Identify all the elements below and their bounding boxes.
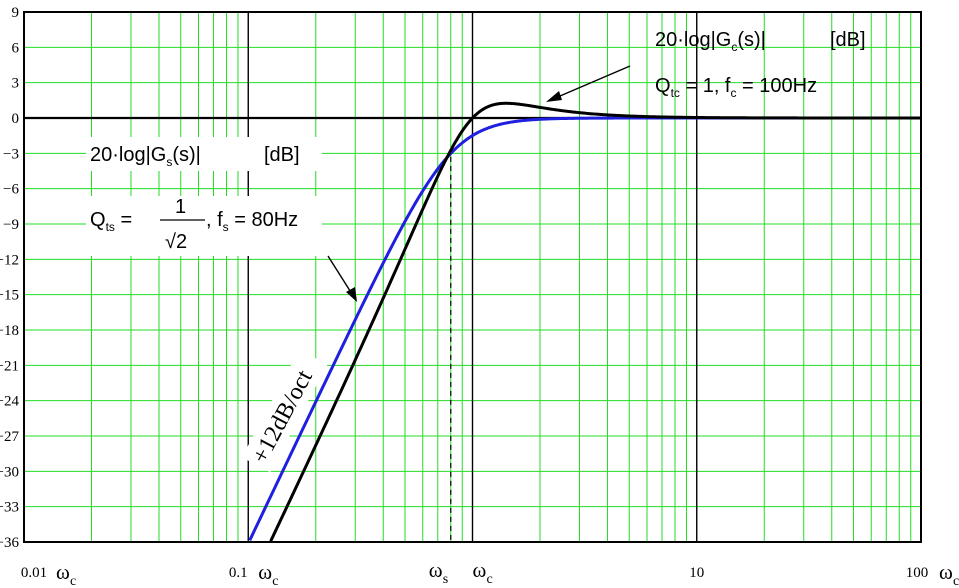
gc-q-sub: tc: [671, 86, 680, 100]
x-tick-label: 100: [906, 565, 929, 581]
gc-title-pre: 20·log|G: [655, 29, 731, 51]
y-tick-label: −30: [0, 464, 19, 480]
gs-magnitude-label: 20·log|Gs(s)|: [90, 144, 201, 169]
y-tick-label: −18: [0, 323, 19, 339]
omega-marker-label: ω: [429, 558, 443, 582]
gs-f-val: = 80Hz: [229, 209, 298, 231]
gs-title-sub: s: [166, 155, 172, 169]
x-tick-omega: ω: [56, 560, 70, 584]
slope-label-bg: [241, 349, 328, 473]
y-tick-label: −15: [0, 288, 19, 304]
y-tick-label: 6: [12, 40, 20, 56]
gc-f-val: = 100Hz: [737, 75, 818, 97]
gs-title-post: (s)|: [172, 144, 201, 166]
gs-f: , f: [206, 209, 223, 231]
x-tick-label: 0.01: [21, 565, 47, 581]
series-line-Gc: [269, 101, 921, 542]
gs-f-sub: s: [223, 220, 229, 234]
gc-f-sub: c: [731, 86, 737, 100]
omega-marker-sub: s: [443, 572, 448, 587]
gc-pointer-arrow: [546, 65, 631, 102]
gs-q: Q: [90, 209, 106, 231]
y-tick-label: −24: [0, 394, 19, 410]
y-tick-label: −12: [0, 252, 19, 268]
y-tick-label: 3: [12, 76, 20, 92]
gc-unit-label: [dB]: [830, 29, 866, 51]
gs-q-sub: ts: [106, 220, 115, 234]
label-layer: 9 6 3 0 −3 −6 −9 −12 −15 −18 −21 −24 −27 −30 −33 −360.0…: [0, 5, 959, 588]
curve-layer: [248, 101, 921, 542]
gc-title-post: (s)|: [737, 29, 766, 51]
y-tick-label: −3: [3, 146, 19, 162]
gc-title-sub: c: [731, 40, 737, 54]
y-tick-label: 0: [12, 111, 20, 127]
slope-pointer-arrow: [327, 255, 357, 302]
gc-eq: = 1, f: [680, 75, 731, 97]
y-tick-label: −6: [3, 182, 19, 198]
y-tick-label: −33: [0, 500, 19, 516]
y-tick-label: −27: [0, 429, 19, 445]
x-tick-label: 10: [689, 565, 704, 581]
omega-marker-sub: c: [487, 572, 493, 587]
x-tick-label: 0.1: [229, 565, 248, 581]
plot-frame: [23, 11, 922, 543]
y-tick-label: 9: [12, 5, 20, 21]
omega-marker-label: ω: [473, 558, 487, 582]
gs-unit-label: [dB]: [264, 144, 300, 166]
x-tick-omega: ω: [939, 560, 953, 584]
y-tick-label: −9: [3, 217, 19, 233]
gs-frac-den: √2: [165, 231, 187, 253]
x-tick-omega-sub: c: [953, 574, 959, 588]
y-tick-label: −21: [0, 358, 19, 374]
x-tick-omega-sub: c: [272, 574, 278, 588]
gc-params-label: Qtc = 1, fc = 100Hz: [655, 75, 817, 100]
gs-title-pre: 20·log|G: [90, 144, 166, 166]
gs-f-label: , fs = 80Hz: [206, 209, 298, 234]
gs-frac-num: 1: [175, 196, 186, 218]
y-tick-label: −36: [0, 535, 19, 551]
gc-magnitude-label: 20·log|Gc(s)|: [655, 29, 766, 54]
x-tick-omega: ω: [258, 560, 272, 584]
gc-q: Q: [655, 75, 671, 97]
gs-eq: =: [115, 209, 132, 231]
gs-params-bg: [86, 196, 322, 256]
gs-title-bg: [86, 137, 322, 171]
x-tick-omega-sub: c: [70, 574, 76, 588]
gs-params-label: Qts =: [90, 209, 132, 234]
